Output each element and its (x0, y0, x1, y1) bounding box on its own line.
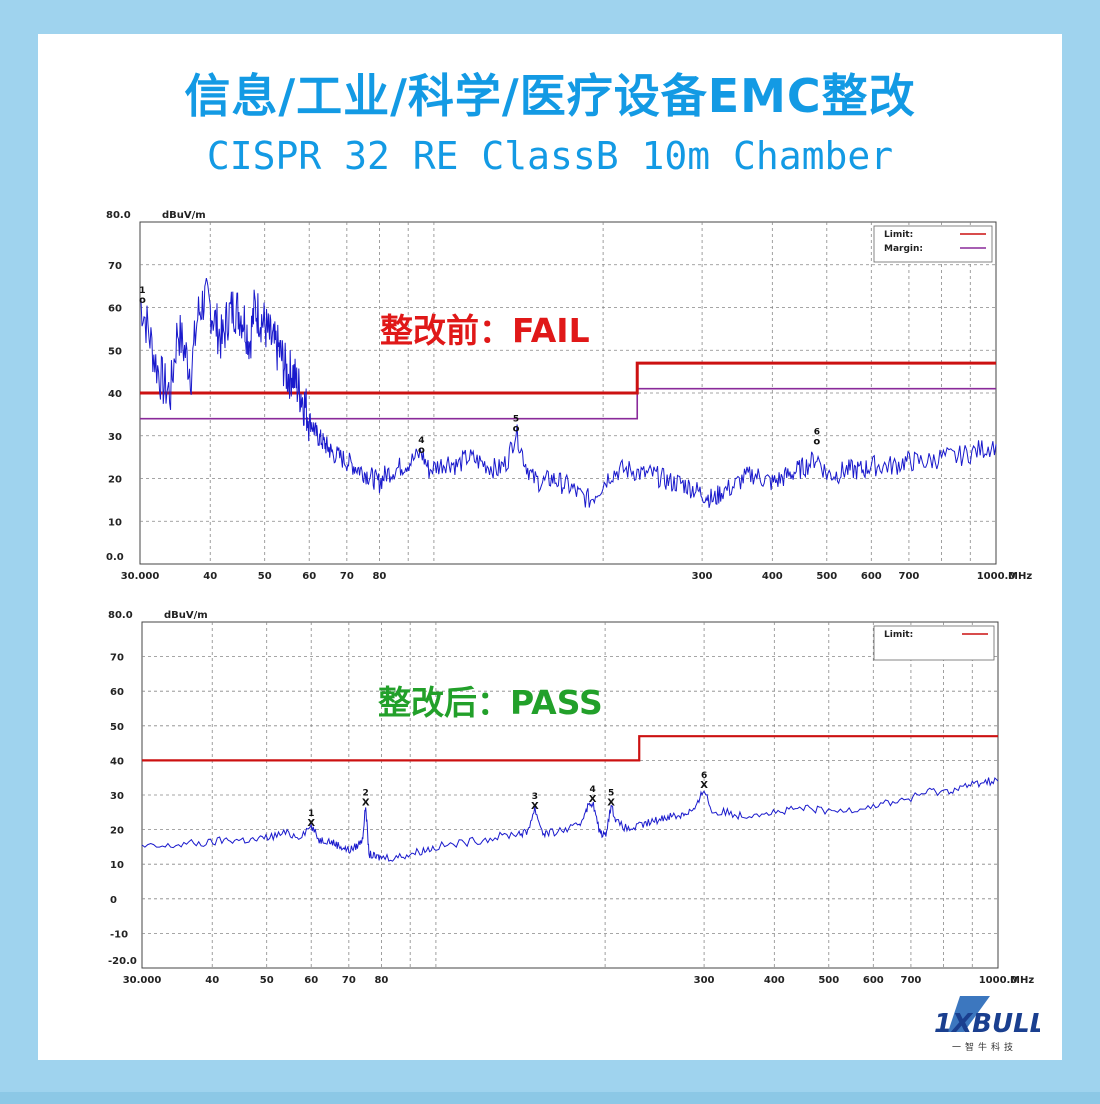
x-tick-label: 40 (203, 571, 217, 582)
x-tick-label: 40 (205, 975, 219, 986)
marker-label: 5 (608, 788, 614, 798)
y-tick-label: 50 (110, 722, 124, 733)
x-tick-label: 300 (692, 571, 713, 582)
x-tick-label: 500 (816, 571, 837, 582)
y-tick-label: 10 (108, 517, 122, 528)
page-title: 信息/工业/科学/医疗设备EMC整改 (184, 69, 916, 123)
marker-x: o (813, 436, 820, 447)
marker-x: X (700, 780, 708, 791)
y-tick-label: 10 (110, 860, 124, 871)
y-tick-label: 40 (110, 756, 124, 767)
x-tick-label: 80 (372, 571, 386, 582)
marker-x: X (531, 801, 539, 812)
x-tick-label: 30.000 (123, 975, 162, 986)
marker-label: 3 (532, 792, 538, 802)
y-tick-label: -10 (110, 929, 128, 940)
x-tick-label: 80 (374, 975, 388, 986)
y-axis-title: dBuV/m (164, 610, 208, 621)
marker-label: 4 (418, 436, 424, 446)
legend-label: Limit: (884, 630, 913, 640)
marker-label: 1 (139, 286, 145, 296)
marker-x: o (418, 445, 425, 456)
x-tick-label: 30.000 (121, 571, 160, 582)
y-axis-title: dBuV/m (162, 210, 206, 221)
x-tick-label: 70 (342, 975, 356, 986)
limit-line (142, 735, 998, 762)
y-bottom-label: 0.0 (106, 552, 124, 563)
marker-label: 5 (513, 414, 519, 424)
limit-line (140, 361, 996, 395)
marker-x: X (607, 797, 615, 808)
result-annotation: 整改后：PASS (378, 683, 603, 722)
x-axis-unit: MHz (1008, 571, 1032, 582)
logo-wordmark: 1XBULL (934, 1009, 1040, 1039)
marker-label: 4 (589, 785, 595, 795)
x-tick-label: 60 (302, 571, 316, 582)
marker-label: 6 (814, 427, 820, 437)
y-tick-label: 70 (110, 653, 124, 664)
marker-x: o (139, 295, 146, 306)
marker-x: o (513, 423, 520, 434)
chart-2: 80.0 dBuV/m 70 60 50 40 30 20 10 0 -10 -20.0 30.000 4… (108, 610, 1034, 986)
legend-box (873, 625, 995, 661)
y-tick-label: 70 (108, 261, 122, 272)
y-top-label: 80.0 (106, 210, 131, 221)
y-tick-label: 40 (108, 389, 122, 400)
x-tick-label: 400 (762, 571, 783, 582)
x-tick-label: 1000.0 (979, 975, 1018, 986)
legend-box (873, 225, 993, 263)
x-tick-label: 70 (340, 571, 354, 582)
y-tick-label: 50 (108, 346, 122, 357)
marker-x: X (362, 797, 370, 808)
x-tick-label: 60 (304, 975, 318, 986)
x-tick-label: 300 (694, 975, 715, 986)
x-tick-label: 600 (863, 975, 884, 986)
y-tick-label: 30 (108, 432, 122, 443)
x-axis-unit: MHz (1010, 975, 1034, 986)
legend-label: Margin: (884, 244, 923, 254)
y-tick-label: 60 (110, 687, 124, 698)
chart-1: 80.0 dBuV/m 70 60 50 40 30 20 10 0.0 30.000 40 50 60 7… (106, 210, 1032, 582)
brand-logo: 1XBULL 一智牛科技 (934, 996, 1040, 1053)
x-tick-label: 600 (861, 571, 882, 582)
y-tick-label: 30 (110, 791, 124, 802)
marker-label: 1 (308, 809, 314, 819)
y-bottom-label: -20.0 (108, 956, 137, 967)
x-tick-label: 1000.0 (977, 571, 1016, 582)
result-annotation: 整改前：FAIL (380, 311, 590, 350)
bottom-strip (0, 1092, 1100, 1104)
trace-line (141, 777, 999, 862)
margin-line (140, 387, 996, 420)
marker-label: 6 (701, 771, 707, 781)
x-tick-label: 400 (764, 975, 785, 986)
page-subtitle: CISPR 32 RE ClassB 10m Chamber (206, 134, 894, 178)
x-tick-label: 700 (900, 975, 921, 986)
x-tick-label: 500 (818, 975, 839, 986)
y-tick-label: 20 (108, 475, 122, 486)
logo-swoosh-icon (948, 996, 990, 1032)
y-tick-label: 20 (110, 826, 124, 837)
logo-tagline: 一智牛科技 (952, 1041, 1017, 1053)
trace-line (139, 278, 997, 508)
y-tick-label: 60 (108, 304, 122, 315)
x-tick-label: 700 (898, 571, 919, 582)
x-tick-label: 50 (258, 571, 272, 582)
y-top-label: 80.0 (108, 610, 133, 621)
y-tick-label: 0 (110, 895, 117, 906)
legend-label: Limit: (884, 230, 913, 240)
marker-x: X (589, 794, 597, 805)
x-tick-label: 50 (260, 975, 274, 986)
marker-label: 2 (363, 788, 369, 798)
marker-x: X (307, 818, 315, 829)
